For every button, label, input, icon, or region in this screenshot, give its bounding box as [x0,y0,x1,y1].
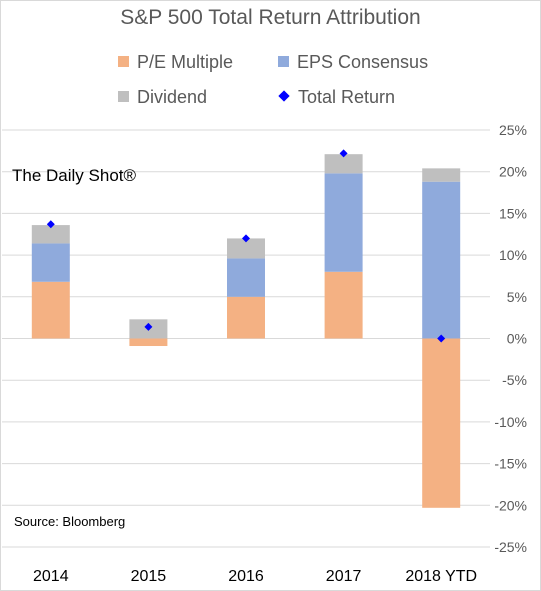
bar-segment [31,243,70,282]
legend-label-pe-multiple: P/E Multiple [137,52,234,72]
source-note: Source: Bloomberg [14,514,126,529]
x-category-label: 2016 [228,568,264,585]
legend-label-total-return: Total Return [298,87,396,107]
bar-segment [227,296,265,339]
x-category-label: 2017 [326,568,362,585]
bar-segment [422,168,461,182]
total-return-marker [242,234,250,243]
total-return-marker [437,334,446,343]
y-tick-label: -10% [494,414,527,430]
bar-segment [324,154,363,174]
y-tick-label: 5% [507,289,527,305]
y-tick-label: -15% [494,456,527,472]
legend-label-eps-consensus: EPS Consensus [297,52,429,72]
y-tick-label: 15% [499,205,527,221]
bar-segment [324,173,363,272]
legend-label-dividend: Dividend [137,87,208,107]
legend-swatch-dividend [118,90,129,102]
legend-swatch-pe-multiple [118,55,129,67]
bar-segment [324,271,363,339]
bar-segment [422,338,461,508]
y-tick-label: 0% [507,331,527,347]
legend-swatch-eps-consensus [278,55,289,67]
total-return-marker [46,220,55,229]
bar-segment [422,181,461,339]
watermark-text: The Daily Shot® [12,166,137,185]
bar-segment [31,281,70,339]
x-category-label: 2018 YTD [405,568,477,585]
bar-segment [227,238,265,259]
bar-segment [31,225,70,244]
chart-title: S&P 500 Total Return Attribution [120,6,421,29]
legend-item-pe-multiple: P/E Multiple [118,52,233,73]
legend-item-dividend: Dividend [118,87,207,108]
y-tick-label: 25% [499,122,527,138]
y-tick-label: -20% [494,497,527,513]
y-tick-label: 10% [499,247,527,263]
legend-item-eps-consensus: EPS Consensus [278,52,428,73]
x-category-label: 2014 [33,568,69,585]
bar-segment [227,258,265,297]
y-tick-label: -5% [502,372,527,388]
y-tick-label: -25% [494,539,527,555]
y-tick-label: 20% [499,164,527,180]
x-category-label: 2015 [131,568,167,585]
legend-item-total-return: Total Return [278,87,395,108]
total-return-marker [144,322,153,331]
total-return-marker [339,149,348,158]
bar-segment [129,338,168,347]
